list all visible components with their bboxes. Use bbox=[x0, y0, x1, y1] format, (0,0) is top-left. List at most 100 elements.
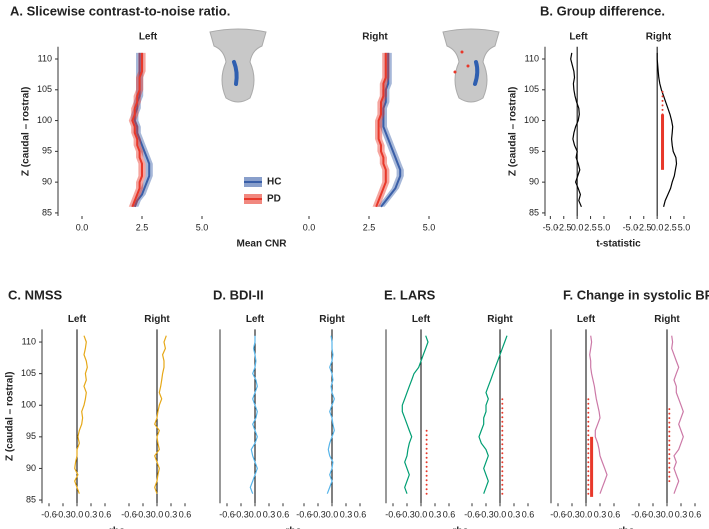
x-tick-label: -0.6 bbox=[385, 510, 401, 520]
x-tick-label: -0.6 bbox=[219, 510, 235, 520]
panel-title: E. LARS bbox=[384, 287, 436, 302]
y-tick-label: 110 bbox=[38, 53, 52, 63]
x-tick-label: 0.6 bbox=[522, 510, 535, 520]
x-axis-label: rho bbox=[109, 526, 125, 529]
subplot-title: Right bbox=[319, 314, 345, 325]
x-tick-label: 0.0 bbox=[326, 510, 339, 520]
panel-title: C. NMSS bbox=[8, 287, 63, 302]
series-line bbox=[671, 335, 684, 494]
x-tick-label: 0.6 bbox=[179, 510, 192, 520]
x-tick-label: 5.0 bbox=[598, 222, 611, 232]
x-tick-label: 0.3 bbox=[165, 510, 178, 520]
x-axis-label: rho bbox=[618, 526, 634, 529]
subplot-title: Left bbox=[412, 314, 431, 325]
x-tick-label: -0.6 bbox=[550, 510, 566, 520]
x-tick-label: -0.3 bbox=[478, 510, 494, 520]
legend-label: HC bbox=[267, 177, 281, 188]
x-tick-label: 0.0 bbox=[651, 222, 664, 232]
x-tick-label: 5.0 bbox=[196, 222, 209, 232]
brain-right bbox=[442, 28, 500, 103]
y-tick-label: 85 bbox=[529, 207, 539, 217]
y-tick-label: 95 bbox=[26, 431, 36, 441]
x-tick-label: -0.6 bbox=[296, 510, 312, 520]
x-tick-label: -5.0 bbox=[543, 222, 559, 232]
x-tick-label: -0.3 bbox=[310, 510, 326, 520]
x-tick-label: 0.0 bbox=[571, 222, 584, 232]
x-tick-label: -0.6 bbox=[464, 510, 480, 520]
x-tick-label: 0.6 bbox=[277, 510, 290, 520]
x-axis-label: rho bbox=[452, 526, 468, 529]
x-tick-label: 0.6 bbox=[689, 510, 702, 520]
y-tick-label: 100 bbox=[524, 115, 539, 125]
subplot-title: Left bbox=[569, 31, 588, 42]
subplot-title: Left bbox=[139, 31, 158, 42]
subplot-title: Left bbox=[68, 314, 87, 325]
x-tick-label: 0.3 bbox=[85, 510, 98, 520]
x-tick-label: 0.0 bbox=[494, 510, 507, 520]
panel-title: D. BDI-II bbox=[213, 287, 264, 302]
panel-title: F. Change in systolic BP bbox=[563, 287, 709, 302]
series-line bbox=[74, 335, 88, 494]
y-tick-label: 110 bbox=[525, 53, 539, 63]
subplot-title: Right bbox=[646, 31, 672, 42]
y-axis-label: Z (caudal – rostral) bbox=[508, 87, 519, 176]
series-line bbox=[375, 52, 387, 208]
x-axis-label: Mean CNR bbox=[236, 239, 287, 250]
x-tick-label: 0.0 bbox=[661, 510, 674, 520]
x-tick-label: 5.0 bbox=[678, 222, 691, 232]
y-tick-label: 85 bbox=[26, 494, 36, 504]
x-tick-label: -0.3 bbox=[399, 510, 415, 520]
y-tick-label: 85 bbox=[42, 207, 52, 217]
subplot-title: Right bbox=[144, 314, 170, 325]
series-line bbox=[131, 52, 143, 208]
y-tick-label: 90 bbox=[529, 177, 539, 187]
x-tick-label: 0.6 bbox=[99, 510, 112, 520]
x-tick-label: 0.0 bbox=[415, 510, 428, 520]
subplot-title: Right bbox=[487, 314, 513, 325]
x-tick-label: 2.5 bbox=[664, 222, 677, 232]
series-line bbox=[326, 335, 335, 494]
x-tick-label: 5.0 bbox=[423, 222, 436, 232]
x-tick-label: 0.3 bbox=[675, 510, 688, 520]
x-tick-label: -0.3 bbox=[55, 510, 71, 520]
x-tick-label: -0.3 bbox=[135, 510, 151, 520]
subplot-title: Right bbox=[654, 314, 680, 325]
y-tick-label: 100 bbox=[37, 115, 52, 125]
x-tick-label: -2.5 bbox=[636, 222, 652, 232]
x-tick-label: 0.3 bbox=[263, 510, 276, 520]
subplot-title: Right bbox=[362, 31, 388, 42]
x-tick-label: 2.5 bbox=[136, 222, 149, 232]
x-tick-label: -0.6 bbox=[631, 510, 647, 520]
y-tick-label: 90 bbox=[26, 463, 36, 473]
x-tick-label: -5.0 bbox=[623, 222, 639, 232]
x-tick-label: -0.6 bbox=[41, 510, 57, 520]
x-tick-label: 0.0 bbox=[580, 510, 593, 520]
x-tick-label: 0.3 bbox=[429, 510, 442, 520]
series-line bbox=[380, 52, 402, 208]
series-line bbox=[401, 335, 429, 494]
x-tick-label: 2.5 bbox=[584, 222, 597, 232]
x-tick-label: 0.6 bbox=[608, 510, 621, 520]
y-tick-label: 90 bbox=[42, 177, 52, 187]
ribbon bbox=[131, 52, 153, 207]
x-tick-label: 0.0 bbox=[303, 222, 316, 232]
x-tick-label: 0.0 bbox=[249, 510, 262, 520]
y-tick-label: 105 bbox=[524, 84, 539, 94]
x-tick-label: 0.3 bbox=[340, 510, 353, 520]
y-tick-label: 100 bbox=[21, 400, 36, 410]
x-tick-label: 0.6 bbox=[443, 510, 456, 520]
x-tick-label: -0.3 bbox=[645, 510, 661, 520]
series-line bbox=[656, 52, 678, 207]
legend-label: PD bbox=[267, 194, 281, 205]
x-tick-label: 2.5 bbox=[363, 222, 376, 232]
series-line bbox=[570, 52, 582, 208]
panel-title: B. Group difference. bbox=[540, 3, 665, 18]
y-axis-label: Z (caudal – rostral) bbox=[21, 87, 32, 176]
series-line bbox=[249, 335, 258, 494]
series-line bbox=[154, 335, 167, 494]
y-tick-label: 95 bbox=[529, 146, 539, 156]
x-tick-label: 0.0 bbox=[71, 510, 84, 520]
y-tick-label: 105 bbox=[37, 84, 52, 94]
x-tick-label: 0.0 bbox=[151, 510, 164, 520]
